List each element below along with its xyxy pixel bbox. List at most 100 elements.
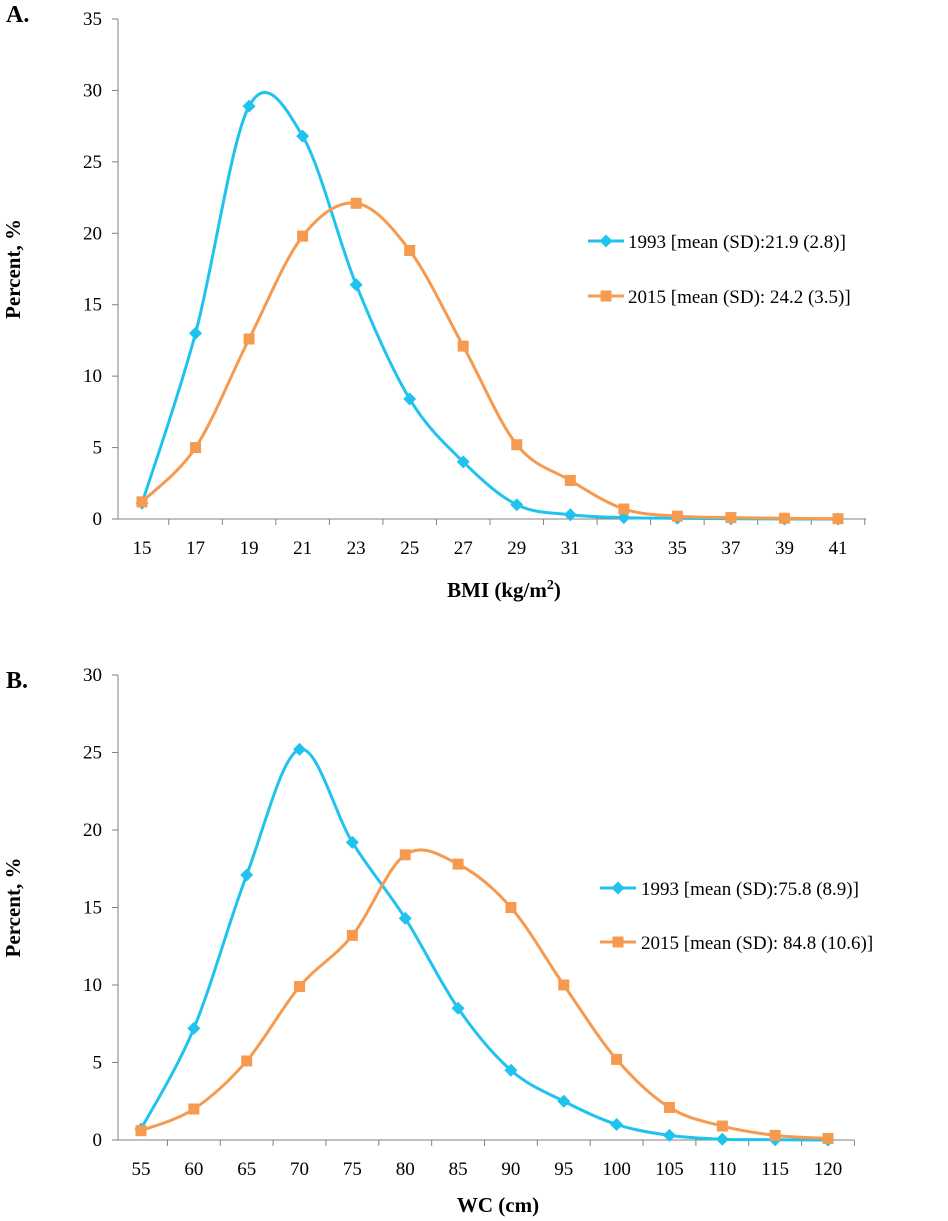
data-point: [190, 442, 202, 454]
data-point: [296, 129, 310, 143]
y-axis-title: Percent, %: [1, 858, 25, 958]
y-tick-label: 35: [83, 9, 102, 30]
data-point: [404, 244, 416, 256]
x-tick-label: 15: [133, 538, 152, 559]
data-point: [456, 455, 470, 469]
data-point: [350, 197, 362, 209]
x-tick-label: 85: [449, 1159, 468, 1180]
data-point: [832, 513, 844, 525]
y-tick-label: 25: [83, 152, 102, 173]
data-point: [662, 1128, 676, 1142]
series-line: [140, 848, 829, 1140]
y-tick-label: 20: [83, 223, 102, 244]
data-point: [136, 496, 148, 508]
data-point: [505, 902, 517, 913]
y-tick-label: 10: [83, 975, 102, 996]
x-tick-label: 25: [400, 538, 419, 559]
data-point: [564, 474, 576, 486]
data-point: [663, 1101, 675, 1113]
y-tick-label: 15: [83, 898, 102, 919]
chart-panel-b: B. 0 5 10 15 20 25 30 55 60 65 70 75 80 85 90 95 100 105 11…: [1, 665, 873, 1217]
series-2015: [135, 848, 834, 1144]
data-point: [716, 1120, 728, 1132]
y-tick-label: 30: [83, 80, 102, 101]
legend-entry-2015: 2015 [mean (SD): 84.8 (10.6)]: [600, 933, 873, 954]
data-point: [135, 1125, 147, 1137]
data-point: [451, 1001, 465, 1015]
data-point: [297, 230, 309, 242]
x-tick-label: 90: [501, 1159, 520, 1180]
x-tick-label: 110: [708, 1159, 736, 1180]
x-tick-label: 70: [290, 1159, 309, 1180]
data-point: [187, 1021, 201, 1035]
data-point: [778, 512, 790, 524]
data-point: [294, 981, 306, 993]
x-axis-title: BMI (kg/m2): [447, 578, 561, 602]
x-axis-title: WC (cm): [457, 1193, 539, 1217]
y-tick-label: 5: [93, 438, 103, 459]
data-point: [715, 1132, 729, 1146]
series-2015: [136, 197, 844, 525]
x-tick-label: 60: [184, 1159, 203, 1180]
data-point: [563, 508, 577, 522]
x-tick-label: 27: [454, 538, 473, 559]
x-tick-label: 33: [614, 538, 633, 559]
data-point: [769, 1129, 781, 1141]
legend-marker: [599, 234, 613, 248]
data-point: [243, 333, 255, 345]
data-point: [240, 868, 254, 882]
legend-marker: [612, 936, 624, 948]
x-tick-label: 35: [668, 538, 687, 559]
data-point: [241, 1055, 253, 1067]
x-tick-label: 29: [507, 538, 526, 559]
x-tick-label: 75: [343, 1159, 362, 1180]
data-point: [617, 511, 631, 525]
legend-marker: [600, 290, 612, 302]
legend-entry-2015: 2015 [mean (SD): 24.2 (3.5)]: [588, 287, 851, 308]
legend-label: 1993 [mean (SD):75.8 (8.9)]: [641, 879, 859, 900]
x-tick-label: 55: [132, 1159, 151, 1180]
y-axis-title: Percent, %: [1, 219, 25, 319]
data-point: [189, 326, 203, 340]
x-tick-label: 115: [761, 1159, 789, 1180]
x-tick-label: 37: [721, 538, 740, 559]
x-tick-label: 100: [602, 1159, 631, 1180]
x-tick-label: 120: [814, 1159, 843, 1180]
y-tick-label: 25: [83, 743, 102, 764]
x-tick-label: 41: [829, 538, 848, 559]
data-point: [399, 849, 411, 861]
data-point: [611, 1053, 623, 1065]
data-point: [618, 503, 630, 515]
data-point: [293, 742, 307, 756]
y-tick-label: 30: [83, 665, 102, 686]
data-point: [504, 1063, 518, 1077]
series-1993: [135, 91, 845, 526]
data-point: [558, 979, 570, 991]
x-tick-label: 65: [237, 1159, 256, 1180]
data-point: [452, 858, 464, 870]
data-point: [349, 278, 363, 292]
legend-label: 2015 [mean (SD): 24.2 (3.5)]: [628, 287, 851, 308]
x-tick-label: 23: [347, 538, 366, 559]
data-point: [345, 835, 359, 849]
data-point: [403, 392, 417, 406]
data-point: [242, 99, 256, 113]
legend-entry-1993: 1993 [mean (SD):21.9 (2.8)]: [588, 232, 846, 253]
data-point: [510, 498, 524, 512]
x-tick-label: 105: [655, 1159, 684, 1180]
chart-panel-a: A. 0 5 10 15 20 25 30 35 15 17 19 21 23 25 27 29 31 33 35 37…: [1, 2, 866, 602]
x-tick-label: 95: [554, 1159, 573, 1180]
x-tick-label: 19: [240, 538, 259, 559]
y-tick-label: 10: [83, 366, 102, 387]
series-line: [139, 747, 829, 1142]
y-tick-label: 0: [93, 509, 103, 530]
data-point: [398, 911, 412, 925]
legend-label: 2015 [mean (SD): 84.8 (10.6)]: [641, 933, 873, 954]
x-tick-label: 80: [396, 1159, 415, 1180]
data-point: [610, 1118, 624, 1131]
panel-label: B.: [6, 668, 28, 694]
legend-label: 1993 [mean (SD):21.9 (2.8)]: [628, 232, 846, 253]
x-tick-label: 31: [561, 538, 580, 559]
data-point: [511, 439, 523, 451]
